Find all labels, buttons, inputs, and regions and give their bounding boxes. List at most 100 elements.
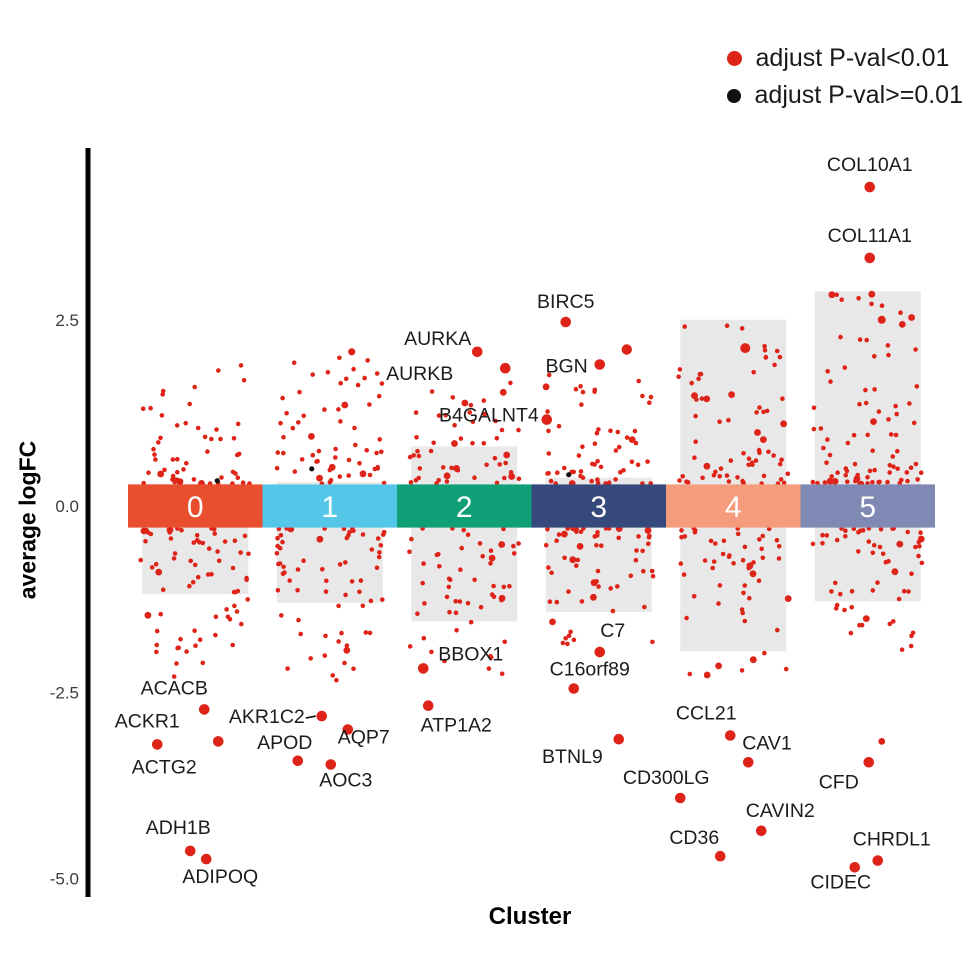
scatter-point — [886, 352, 891, 358]
scatter-point — [377, 550, 382, 555]
scatter-point — [543, 542, 549, 548]
scatter-point — [717, 474, 722, 479]
gene-label-ADH1B: ADH1B — [146, 817, 211, 839]
scatter-point — [324, 578, 329, 584]
scatter-point — [870, 480, 875, 485]
scatter-point — [829, 589, 834, 594]
scatter-point-large — [740, 343, 751, 354]
scatter-point — [905, 478, 910, 484]
scatter-point — [497, 462, 503, 467]
scatter-point — [771, 453, 776, 458]
scatter-point — [917, 544, 922, 549]
scatter-point — [616, 535, 621, 541]
x-axis-title: Cluster — [488, 903, 572, 930]
scatter-point — [160, 388, 166, 394]
scatter-point — [573, 386, 579, 392]
scatter-point — [857, 401, 862, 407]
scatter-point — [507, 583, 512, 589]
cluster-quantile-band — [814, 291, 921, 602]
scatter-point — [368, 598, 374, 604]
scatter-point — [162, 467, 167, 473]
scatter-point — [492, 455, 498, 461]
scatter-point — [461, 399, 469, 407]
scatter-point — [869, 301, 874, 307]
scatter-point — [905, 529, 910, 535]
cluster-band-label: 1 — [321, 491, 338, 524]
scatter-point — [891, 464, 896, 470]
scatter-point — [590, 461, 595, 467]
scatter-point — [728, 458, 734, 463]
gene-point-C16orf89 — [568, 683, 580, 694]
scatter-point — [206, 546, 212, 551]
scatter-point — [886, 417, 891, 422]
scatter-point — [367, 402, 372, 407]
scatter-point — [234, 609, 240, 614]
scatter-point — [160, 392, 165, 397]
scatter-point — [219, 475, 224, 480]
scatter-point — [596, 427, 601, 432]
gene-label-BBOX1: BBOX1 — [438, 643, 503, 665]
scatter-point — [728, 391, 735, 398]
scatter-point — [244, 575, 249, 581]
scatter-point — [493, 418, 498, 424]
scatter-point — [358, 578, 364, 583]
scatter-point — [349, 579, 355, 584]
scatter-point — [906, 589, 911, 594]
scatter-point — [579, 402, 584, 407]
scatter-point — [566, 633, 572, 639]
scatter-point — [281, 564, 286, 570]
scatter-point — [644, 527, 652, 534]
scatter-point — [276, 526, 282, 532]
scatter-point — [596, 584, 601, 589]
scatter-point — [322, 653, 328, 658]
scatter-point — [494, 436, 500, 441]
scatter-point — [453, 465, 460, 472]
scatter-point — [839, 297, 844, 303]
scatter-point — [352, 425, 357, 431]
scatter-point — [375, 464, 381, 470]
scatter-point — [636, 378, 641, 384]
scatter-point — [843, 528, 848, 533]
scatter-point — [877, 544, 883, 550]
scatter-point — [240, 480, 246, 486]
scatter-point-large — [878, 738, 886, 745]
scatter-point — [820, 541, 825, 546]
scatter-point — [546, 451, 552, 456]
scatter-point — [365, 358, 371, 363]
scatter-point — [891, 568, 899, 576]
gene-point-CCL21 — [724, 730, 736, 741]
scatter-point — [678, 561, 684, 566]
scatter-point — [367, 630, 373, 636]
gene-label-C7: C7 — [600, 620, 625, 642]
gene-label-B4GALNT4: B4GALNT4 — [439, 405, 539, 427]
scatter-point — [542, 383, 550, 391]
gene-point-CAV1 — [742, 757, 754, 768]
scatter-point — [301, 558, 306, 563]
scatter-point — [281, 450, 286, 456]
scatter-point — [885, 343, 891, 348]
scatter-point — [194, 533, 200, 538]
scatter-point — [872, 387, 877, 392]
scatter-point — [465, 532, 471, 537]
scatter-point — [170, 473, 176, 479]
scatter-point — [693, 439, 698, 445]
scatter-point — [336, 639, 341, 644]
scatter-point — [689, 380, 694, 386]
scatter-point — [218, 436, 223, 442]
scatter-point — [339, 630, 344, 636]
scatter-point — [376, 393, 382, 399]
scatter-point — [328, 477, 334, 483]
scatter-point — [571, 637, 577, 643]
scatter-point — [851, 432, 857, 438]
scatter-point — [327, 467, 333, 473]
scatter-point — [225, 614, 231, 620]
scatter-point — [649, 568, 655, 574]
gene-point-AQP7 — [342, 724, 354, 735]
scatter-point — [333, 455, 338, 460]
scatter-point — [760, 436, 767, 443]
scatter-point — [480, 553, 486, 559]
scatter-point — [779, 457, 784, 463]
scatter-point — [413, 410, 419, 415]
scatter-point — [646, 541, 651, 547]
scatter-point-nonsig — [566, 472, 572, 478]
